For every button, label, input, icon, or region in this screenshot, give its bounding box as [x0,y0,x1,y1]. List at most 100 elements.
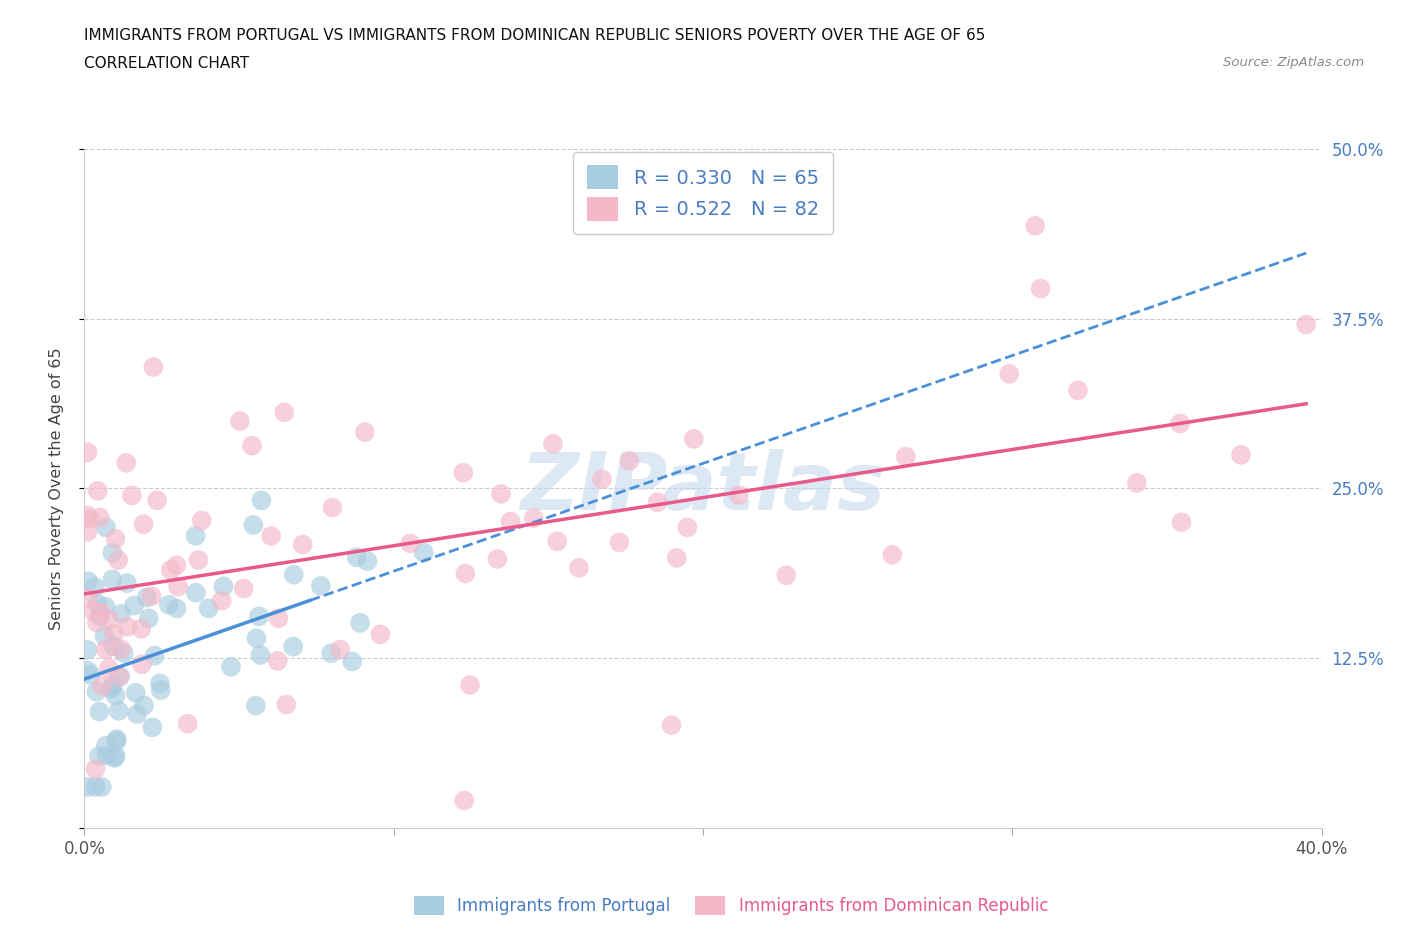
Point [245,631,267,645]
Point [86,596,108,611]
Point [340,654,363,669]
Point [353,425,375,440]
Point [76,508,98,523]
Point [76,445,98,459]
Point [283,567,305,582]
Point [97,661,120,676]
Point [1295,317,1317,332]
Point [146,493,169,508]
Point [1126,475,1149,490]
Point [83,604,105,619]
Point [250,493,273,508]
Point [91,678,114,693]
Point [89,511,111,525]
Point [94,599,117,614]
Point [523,511,546,525]
Point [87,749,110,764]
Point [212,578,235,593]
Point [90,779,112,794]
Point [103,751,125,765]
Point [76,591,98,605]
Legend: R = 0.330   N = 65, R = 0.522   N = 82: R = 0.330 N = 65, R = 0.522 N = 82 [574,152,832,234]
Point [98,613,121,628]
Point [142,360,165,375]
Point [104,688,127,703]
Point [117,619,139,634]
Point [283,639,305,654]
Point [84,762,107,777]
Point [619,454,641,469]
Point [105,732,128,747]
Point [240,438,263,453]
Point [665,551,688,565]
Point [1170,515,1192,530]
Point [775,568,797,583]
Point [541,436,564,451]
Point [229,414,252,429]
Point [187,552,209,567]
Point [135,591,157,605]
Point [190,513,212,528]
Point [499,514,522,529]
Point [79,512,101,526]
Point [399,536,422,551]
Point [219,659,242,674]
Point [609,535,631,550]
Point [486,551,509,566]
Point [115,456,138,471]
Text: ZIPatlas: ZIPatlas [520,449,886,527]
Point [661,718,683,733]
Point [96,748,118,763]
Point [245,698,267,713]
Point [184,585,207,600]
Point [197,601,219,616]
Point [247,609,270,624]
Point [141,720,163,735]
Point [89,609,111,624]
Point [77,574,100,589]
Point [76,643,98,658]
Point [249,647,271,662]
Point [101,545,124,560]
Point [108,670,131,684]
Point [453,793,475,808]
Point [94,642,117,657]
Point [115,576,138,591]
Point [276,698,298,712]
Point [127,707,149,722]
Point [267,611,290,626]
Point [93,629,115,644]
Text: Source: ZipAtlas.com: Source: ZipAtlas.com [1223,56,1364,69]
Point [89,704,111,719]
Point [260,528,283,543]
Point [104,749,127,764]
Point [349,616,371,631]
Point [546,534,568,549]
Point [90,605,112,620]
Point [103,627,125,642]
Point [84,579,107,594]
Legend: Immigrants from Portugal, Immigrants from Dominican Republic: Immigrants from Portugal, Immigrants fro… [408,889,1054,922]
Y-axis label: Seniors Poverty Over the Age of 65: Seniors Poverty Over the Age of 65 [49,347,63,630]
Point [1024,219,1046,233]
Point [647,495,669,510]
Point [84,779,107,794]
Point [728,487,751,502]
Point [356,553,378,568]
Point [309,578,332,593]
Point [132,517,155,532]
Point [157,597,180,612]
Point [454,566,477,581]
Point [568,561,591,576]
Point [1168,416,1191,431]
Point [122,598,145,613]
Point [80,668,103,683]
Point [86,615,108,630]
Point [676,520,699,535]
Point [110,606,132,621]
Text: CORRELATION CHART: CORRELATION CHART [84,56,249,71]
Point [453,465,475,480]
Point [321,645,343,660]
Point [94,520,117,535]
Point [138,611,160,626]
